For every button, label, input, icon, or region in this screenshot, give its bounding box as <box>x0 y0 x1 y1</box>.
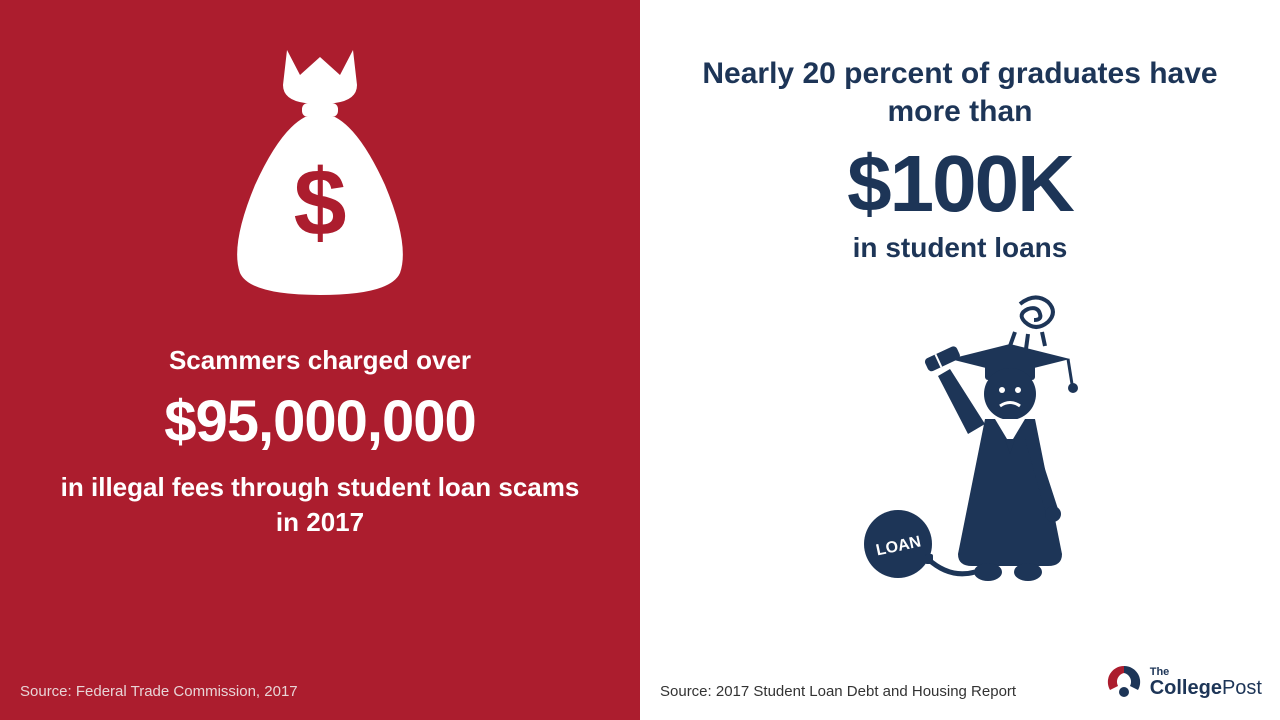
left-line2: in illegal fees through student loan sca… <box>50 470 590 540</box>
right-line1: Nearly 20 percent of graduates have more… <box>690 55 1230 130</box>
logo-mark-icon <box>1104 662 1144 702</box>
svg-text:$: $ <box>294 150 347 256</box>
left-panel: $ Scammers charged over $95,000,000 in i… <box>0 0 640 720</box>
right-stat: $100K <box>847 138 1073 230</box>
right-panel: Nearly 20 percent of graduates have more… <box>640 0 1280 720</box>
logo-text: The CollegePost <box>1150 667 1262 698</box>
left-stat: $95,000,000 <box>164 388 476 455</box>
logo: The CollegePost <box>1104 662 1262 702</box>
left-line1: Scammers charged over <box>169 345 471 376</box>
right-line2: in student loans <box>853 232 1068 264</box>
graduate-icon: LOAN <box>810 284 1110 584</box>
money-bag-icon: $ <box>215 45 425 300</box>
left-source: Source: Federal Trade Commission, 2017 <box>20 683 298 700</box>
right-source: Source: 2017 Student Loan Debt and Housi… <box>660 683 1016 700</box>
logo-main: CollegePost <box>1150 678 1262 698</box>
